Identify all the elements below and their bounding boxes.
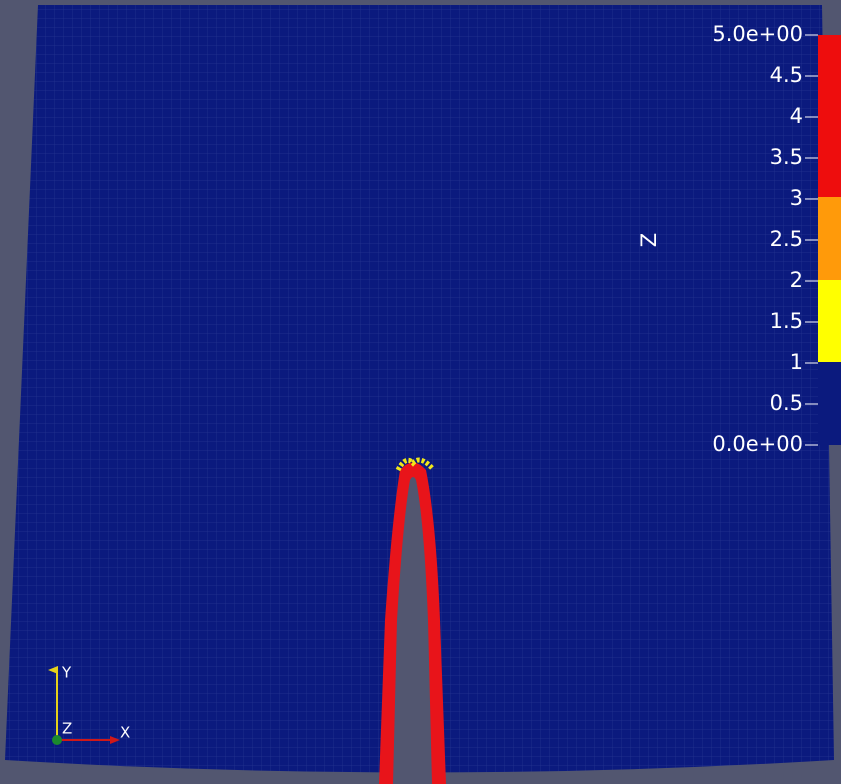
legend-title: Z	[637, 233, 661, 247]
y-axis-label: Y	[61, 664, 72, 682]
x-axis-label: X	[120, 724, 130, 742]
z-axis-label: Z	[62, 720, 72, 738]
legend-tick-label: 2.5	[770, 227, 803, 251]
legend-tick-label: 3	[790, 186, 803, 210]
legend-tick-label: 4	[790, 104, 803, 128]
legend-band	[818, 362, 841, 445]
legend-band	[818, 280, 841, 362]
legend-tick-label: 0.0e+00	[712, 432, 803, 456]
legend-tick-label: 4.5	[770, 63, 803, 87]
z-axis-dot	[52, 735, 62, 745]
legend-tick-label: 3.5	[770, 145, 803, 169]
legend-tick-label: 1	[790, 350, 803, 374]
legend-tick-label: 5.0e+00	[712, 22, 803, 46]
legend-tick-label: 2	[790, 268, 803, 292]
legend-tick-label: 1.5	[770, 309, 803, 333]
legend-tick-label: 0.5	[770, 391, 803, 415]
render-view: Z 5.0e+004.543.532.521.510.50.0e+00 Y X …	[0, 0, 841, 784]
legend-band	[818, 197, 841, 280]
legend-band	[818, 35, 841, 197]
